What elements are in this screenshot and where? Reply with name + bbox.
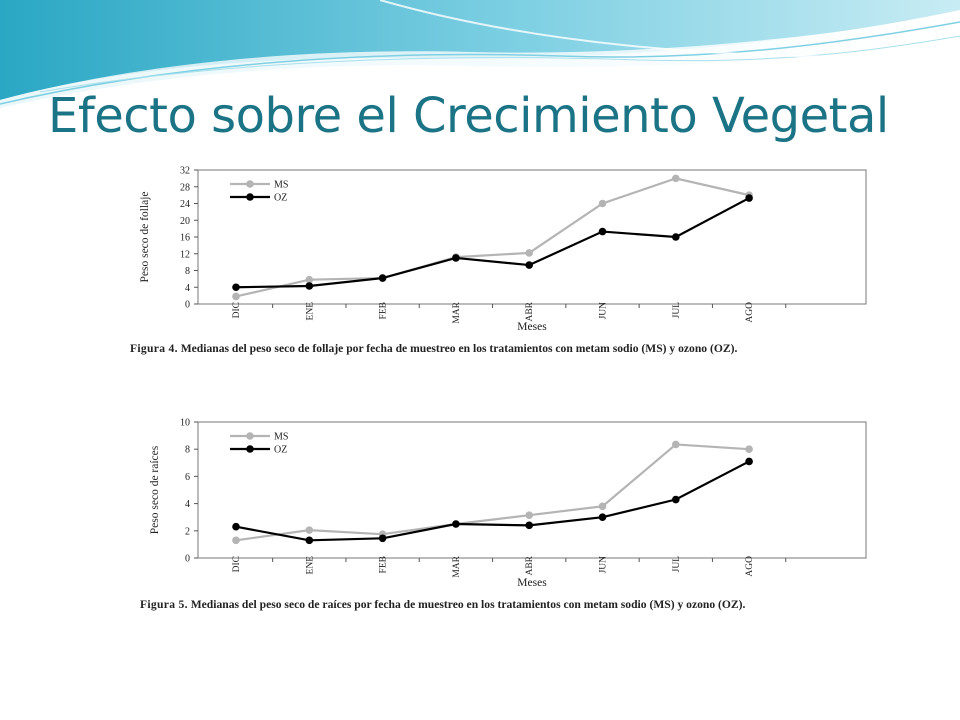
- data-point-oz: [745, 457, 753, 466]
- y-tick-label: 28: [180, 182, 190, 193]
- data-point-oz: [525, 521, 533, 530]
- figure-4-caption-text: Medianas del peso seco de follaje por fe…: [180, 342, 738, 355]
- x-tick-label: ENE: [305, 302, 315, 321]
- data-point-oz: [232, 522, 240, 531]
- y-tick-label: 4: [185, 283, 190, 294]
- data-point-ms: [305, 526, 314, 534]
- x-axis-label: Meses: [517, 321, 547, 333]
- y-tick-label: 32: [180, 166, 190, 177]
- y-tick-label: 12: [180, 249, 190, 260]
- data-point-oz: [525, 261, 533, 269]
- x-tick-label: ENE: [305, 556, 315, 575]
- x-tick-label: JUL: [672, 556, 682, 573]
- data-point-ms: [745, 445, 753, 453]
- x-tick-label: AGO: [745, 556, 755, 577]
- y-tick-label: 6: [185, 472, 190, 483]
- x-tick-label: JUL: [672, 302, 682, 319]
- figure-5-caption: Figura 5. Medianas del peso seco de raíc…: [140, 598, 816, 612]
- data-point-ms: [305, 275, 314, 284]
- data-point-oz: [378, 274, 387, 282]
- legend-marker-ms: [246, 180, 254, 188]
- y-axis-label: Peso seco de raíces: [149, 445, 161, 534]
- x-tick-label: FEB: [379, 556, 389, 573]
- chart-root-dry-weight: 0 2 4 6 8 10 DIC ENE FEB MAR ABR JUN JUL AGO Meses Peso…: [149, 418, 867, 589]
- data-point-ms: [672, 174, 680, 183]
- legend-marker-oz: [246, 445, 254, 453]
- data-point-oz: [452, 520, 460, 528]
- data-point-oz: [305, 536, 314, 545]
- figure-5-caption-text: Medianas del peso seco de raíces por fec…: [190, 598, 746, 611]
- chart-foliage-dry-weight: 0 4 8 12 16 20 24 28 32 DIC ENE FEB MAR ABR JUN JUL AGO M…: [139, 166, 867, 333]
- figure-4-caption: Figura 4. Medianas del peso seco de foll…: [130, 342, 820, 356]
- series-line-ms: [235, 443, 750, 542]
- plot-area-frame: [197, 169, 867, 305]
- data-point-ms: [525, 249, 533, 257]
- x-tick-label: ABR: [525, 555, 535, 575]
- x-tick-label: JUN: [599, 556, 609, 574]
- x-tick-label: AGO: [745, 302, 755, 323]
- data-point-oz: [452, 254, 460, 262]
- x-tick-label: FEB: [379, 302, 389, 319]
- series-line-oz: [235, 460, 750, 542]
- x-tick-label: MAR: [452, 555, 462, 577]
- y-axis-label: Peso seco de follaje: [139, 191, 151, 282]
- y-tick-label: 8: [185, 266, 190, 277]
- data-point-oz: [672, 233, 680, 241]
- y-tick-label: 4: [185, 499, 190, 510]
- y-tick-label: 2: [185, 526, 190, 537]
- y-tick-label: 24: [180, 199, 190, 210]
- y-tick-label: 10: [180, 418, 190, 429]
- legend-label-ms: MS: [274, 432, 288, 443]
- data-point-oz: [232, 283, 240, 292]
- plot-area-frame: [197, 421, 867, 559]
- y-tick-label: 8: [185, 445, 190, 456]
- data-point-oz: [672, 495, 680, 504]
- legend-marker-ms: [246, 432, 254, 440]
- x-tick-label: ABR: [525, 301, 535, 321]
- decorative-wave-banner: [0, 0, 960, 108]
- figure-panel: 0 4 8 12 16 20 24 28 32 DIC ENE FEB MAR ABR JUN JUL AGO M…: [118, 158, 867, 634]
- legend-label-ms: MS: [274, 180, 288, 191]
- y-tick-label: 16: [180, 233, 190, 244]
- x-tick-label: JUN: [599, 302, 609, 320]
- x-tick-label: DIC: [232, 556, 242, 572]
- data-point-ms: [672, 440, 680, 449]
- data-point-ms: [232, 536, 240, 545]
- legend-label-oz: OZ: [274, 445, 287, 456]
- data-point-oz: [745, 194, 753, 202]
- data-point-ms: [525, 511, 533, 519]
- series-line-ms: [235, 177, 750, 298]
- figure-4-caption-label: Figura 4.: [130, 342, 178, 355]
- y-tick-label: 0: [185, 554, 190, 565]
- data-point-ms: [598, 502, 607, 511]
- data-point-oz: [305, 282, 314, 290]
- data-point-oz: [598, 227, 607, 236]
- legend-marker-oz: [246, 193, 254, 201]
- x-tick-label: DIC: [232, 302, 242, 318]
- x-axis-label: Meses: [517, 577, 547, 589]
- series-line-oz: [235, 197, 750, 289]
- legend-label-oz: OZ: [274, 193, 287, 204]
- data-point-oz: [598, 513, 607, 521]
- data-point-ms: [598, 199, 607, 208]
- y-tick-label: 0: [185, 300, 190, 311]
- figure-5-caption-label: Figura 5.: [140, 598, 188, 611]
- y-tick-label: 20: [180, 216, 190, 227]
- slide-title: Efecto sobre el Crecimiento Vegetal: [48, 88, 889, 144]
- data-point-ms: [232, 292, 240, 301]
- x-tick-label: MAR: [452, 301, 462, 323]
- data-point-oz: [378, 534, 387, 543]
